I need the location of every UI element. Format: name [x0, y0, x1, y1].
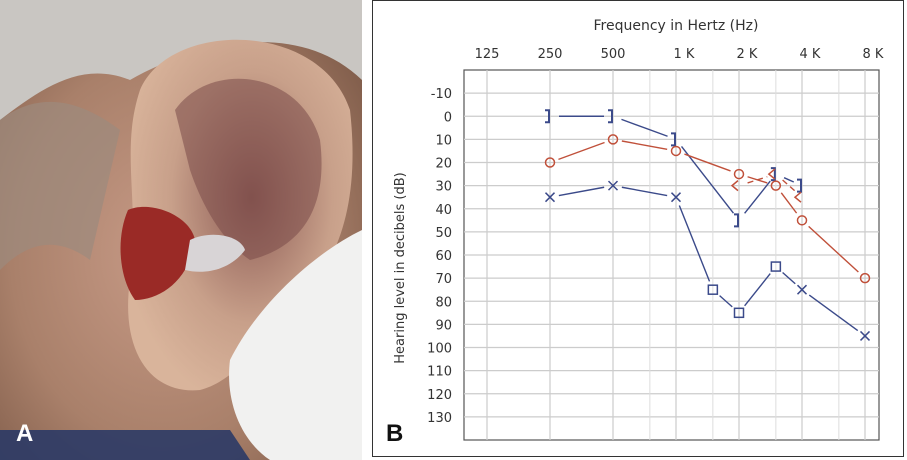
x-marker	[544, 192, 556, 203]
bracket-marker	[797, 178, 802, 193]
panel-label-b: B	[386, 420, 404, 447]
y-tick-label: 50	[435, 226, 452, 241]
y-tick-label: -10	[431, 87, 452, 102]
x-tick-label: 500	[601, 47, 626, 62]
y-tick-label: 0	[444, 110, 452, 125]
y-tick-label: 60	[435, 249, 452, 264]
x-tick-label: 250	[538, 47, 563, 62]
y-tick-label: 10	[435, 133, 452, 148]
series-segment	[684, 153, 731, 172]
x-axis-title: Frequency in Hertz (Hz)	[594, 18, 759, 34]
x-marker	[796, 284, 808, 295]
series-segment	[808, 225, 859, 273]
y-tick-label: 90	[435, 318, 452, 333]
panel-label-a: A	[16, 420, 34, 447]
series-segment	[558, 141, 605, 161]
y-tick-label: 120	[427, 388, 452, 403]
series-segment	[678, 205, 711, 282]
series-segment	[783, 177, 795, 183]
bracket-marker	[545, 109, 550, 124]
series-segment	[808, 294, 859, 332]
series-segment	[680, 146, 735, 214]
series-segment	[621, 118, 668, 137]
series-segment	[747, 176, 768, 184]
circle-marker	[544, 157, 556, 168]
series-segment	[621, 186, 668, 197]
y-tick-label: 110	[427, 365, 452, 380]
ear-photo	[0, 0, 362, 460]
x-marker	[859, 330, 871, 341]
y-tick-label: 30	[435, 180, 452, 195]
square-marker	[707, 284, 719, 295]
x-marker	[670, 192, 682, 203]
y-tick-label: 100	[427, 342, 452, 357]
square-marker	[770, 261, 782, 272]
bracket-marker	[608, 109, 613, 124]
bracket-marker	[770, 167, 776, 182]
bracket-marker	[671, 132, 676, 147]
series-segment	[780, 192, 798, 214]
y-tick-label: 80	[435, 295, 452, 310]
angle-marker	[793, 191, 802, 203]
x-tick-label: 1 K	[674, 47, 695, 62]
y-tick-label: 20	[435, 157, 452, 172]
series-segment	[782, 272, 796, 285]
x-marker	[607, 180, 619, 191]
series-segment	[744, 273, 771, 307]
series-segment	[558, 186, 605, 197]
series-left-bone-conduction	[545, 109, 802, 228]
series-right-bone-conduction	[730, 168, 802, 203]
circle-marker	[607, 134, 619, 145]
series-segment	[719, 295, 733, 308]
series-left-air-conduction	[544, 180, 871, 341]
bracket-marker	[734, 213, 739, 228]
x-tick-label: 2 K	[737, 47, 758, 62]
y-tick-label: 130	[427, 411, 452, 426]
circle-marker	[770, 180, 782, 191]
series-segment	[744, 180, 771, 214]
circle-marker	[670, 145, 682, 157]
circle-marker	[733, 168, 745, 180]
circle-marker	[859, 272, 871, 284]
x-tick-label: 8 K	[863, 47, 884, 62]
circle-marker	[796, 215, 808, 226]
x-tick-label: 125	[475, 47, 500, 62]
angle-marker	[767, 168, 776, 180]
x-tick-label: 4 K	[800, 47, 821, 62]
series-segment	[782, 179, 796, 192]
square-marker	[733, 307, 745, 319]
angle-marker	[730, 180, 739, 192]
y-tick-label: 70	[435, 272, 452, 287]
y-axis-title: Hearing level in decibels (dB)	[393, 172, 408, 363]
audiogram-panel	[372, 0, 904, 457]
series-right-air-conduction	[544, 134, 871, 284]
y-tick-label: 40	[435, 203, 452, 218]
series-segment	[621, 140, 668, 151]
